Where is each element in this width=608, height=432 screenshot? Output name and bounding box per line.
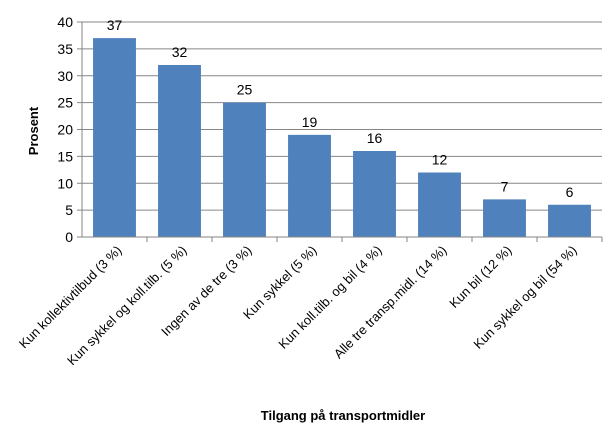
value-label: 32: [172, 44, 188, 60]
bar: [223, 102, 266, 237]
y-tick-label: 35: [57, 41, 73, 57]
value-label: 16: [367, 130, 383, 146]
bar: [158, 65, 201, 237]
category-label: Kun bil (12 %): [446, 243, 514, 311]
category-label: Alle tre transp.midl. (14 %): [331, 243, 450, 362]
bar: [93, 38, 136, 237]
bar: [483, 199, 526, 237]
value-label: 19: [302, 114, 318, 130]
y-tick-label: 5: [65, 202, 73, 218]
y-tick-label: 10: [57, 175, 73, 191]
y-tick-label: 20: [57, 122, 73, 138]
bar: [418, 172, 461, 237]
value-label: 6: [566, 184, 574, 200]
value-label: 12: [432, 152, 448, 168]
category-label: Kun sykkel og koll.tilb. (5 %): [64, 243, 190, 369]
data-labels: 37 32 25 19 16 12 7 6: [107, 17, 574, 200]
category-label: Kun kollektivtilbud (3 %): [16, 243, 125, 352]
bars: [93, 38, 591, 237]
y-tick-label: 25: [57, 95, 73, 111]
y-tick-label: 0: [65, 229, 73, 245]
bar: [288, 134, 331, 237]
value-label: 7: [501, 178, 509, 194]
x-axis-title: Tilgang på transportmidler: [261, 408, 425, 423]
value-label: 25: [237, 82, 253, 98]
bar: [353, 151, 396, 237]
value-label: 37: [107, 17, 123, 33]
bar: [548, 204, 591, 237]
y-tick-label: 40: [57, 14, 73, 30]
y-tick-label: 30: [57, 68, 73, 84]
y-tick-label: 15: [57, 148, 73, 164]
y-axis-title: Prosent: [26, 106, 41, 155]
